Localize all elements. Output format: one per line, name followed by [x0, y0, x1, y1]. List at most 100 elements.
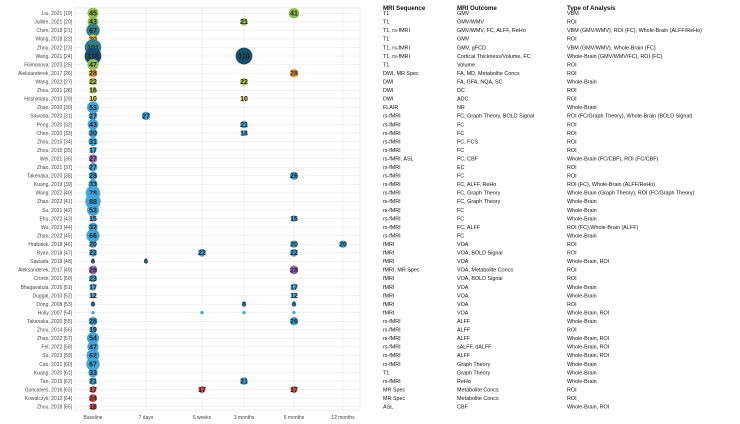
table-cell-sequence: rs-fMRI, ASL — [383, 156, 414, 162]
table-cell-analysis: Whole-Brain, ROI — [567, 345, 609, 351]
table-cell-outcome: FA, GFA, NQA, SC — [457, 80, 503, 86]
study-label: Kowalczyk, 2012 [64] — [25, 396, 73, 402]
bubble-value-label: 54 — [89, 336, 97, 343]
sample-size-bubble — [91, 310, 95, 315]
study-label: Zhao, 2021 [37] — [37, 165, 73, 171]
bubble-value-label: 28 — [89, 71, 97, 78]
table-cell-sequence: FLAIR — [383, 105, 398, 111]
bubble-value-label: 20 — [339, 242, 347, 249]
sample-size-bubble — [241, 301, 247, 307]
sample-size-bubble — [86, 357, 100, 371]
table-cell-sequence: T1 — [383, 370, 389, 376]
bubble-value-label: 26 — [290, 173, 298, 180]
table-cell-outcome: Metabolite Concs — [457, 396, 499, 402]
sample-size-bubble — [86, 228, 100, 243]
study-label: Takenaka, 2020 [55] — [27, 319, 73, 325]
study-label: Jullien, 2021 [20] — [34, 20, 72, 26]
sample-size-bubble — [89, 274, 97, 283]
study-label: Peng, 2020 [32] — [37, 122, 73, 128]
table-cell-sequence: fMRI — [383, 285, 394, 291]
sample-size-bubble — [290, 386, 298, 393]
sample-size-bubble — [290, 283, 298, 291]
sample-size-bubble — [88, 137, 98, 147]
table-cell-outcome: CBF — [457, 405, 468, 411]
bubble-value-label: 19 — [89, 327, 97, 334]
table-cell-outcome: FC, Graph Theory — [457, 199, 501, 205]
table-cell-analysis: ROI — [567, 328, 577, 334]
table-cell-outcome: ALFF — [457, 328, 471, 334]
table-cell-analysis: ROI — [567, 396, 577, 402]
table-cell-outcome: FC, ALFF, ReHo — [457, 182, 496, 188]
bubble-value-label: 10 — [240, 96, 248, 103]
bubble-value-label: 17 — [89, 284, 97, 291]
table-cell-analysis: Whole-Brain — [567, 208, 597, 214]
table-cell-outcome: EC — [457, 165, 465, 171]
table-cell-analysis: ROI — [567, 251, 577, 257]
study-label: Wang, 2021 [24] — [35, 54, 72, 60]
x-axis: Baseline 7 days 6 weeks 3 months 6 months 12 … — [83, 415, 355, 421]
table-cell-outcome: ALFF — [457, 319, 471, 325]
table-cell-analysis: Whole-Brain (Graph Theory), ROI (FC/Grap… — [567, 191, 695, 197]
table-cell-outcome: VOA — [457, 285, 469, 291]
table-cell-analysis: Whole-Brain — [567, 105, 597, 111]
study-label: Zhao, 2020 [30] — [37, 105, 73, 111]
table-cell-sequence: fMRI — [383, 259, 394, 265]
bubble-value-label: 8 — [292, 301, 296, 308]
bubble-value-label: 53 — [89, 105, 97, 112]
bubble-value-label: 15 — [89, 216, 97, 223]
bubble-value-label: 8 — [242, 301, 246, 308]
table-cell-outcome: VOA — [457, 310, 469, 316]
sample-size-bubble — [89, 240, 97, 248]
study-label: Cronin, 2021 [50] — [34, 276, 73, 282]
bubble-value-label: 30 — [89, 130, 97, 137]
sample-size-bubble — [89, 386, 97, 393]
table-cell-outcome: GMV — [457, 11, 470, 17]
table-header: Type of Analysis — [567, 5, 616, 12]
sample-size-bubble — [240, 377, 248, 385]
table-cell-outcome: FC — [457, 208, 464, 214]
study-label: Sawada, 2020 [31] — [30, 114, 72, 120]
sample-size-bubble — [87, 58, 99, 71]
table-cell-analysis: ROI — [567, 71, 577, 77]
table-cell-sequence: fMRI — [383, 310, 394, 316]
sample-size-bubble — [240, 77, 248, 86]
bubble-value-label: 22 — [89, 79, 97, 86]
table-cell-outcome: VOA — [457, 242, 469, 248]
study-label: Takenaka, 2020 [38] — [27, 174, 73, 180]
table-cell-analysis: Whole-Brain — [567, 362, 597, 368]
table-cell-analysis: ROI — [567, 387, 577, 393]
table-cell-outcome: VOA, BOLD Signal — [457, 251, 503, 257]
table-cell-analysis: ROI — [567, 139, 577, 145]
sample-size-bubble — [240, 18, 248, 26]
table-cell-outcome: sALFF, dALFF — [457, 345, 492, 351]
sample-size-bubble — [339, 240, 347, 248]
table-cell-sequence: rs-fMRI — [383, 353, 401, 359]
table-cell-outcome: ALFF — [457, 353, 471, 359]
table-cell-sequence: DWI — [383, 97, 393, 103]
bubble-value-label: 88 — [89, 199, 97, 206]
bubble-value-label: 67 — [89, 361, 97, 368]
table-cell-analysis: ROI — [567, 165, 577, 171]
details-table: MRI Sequence MRI Outcome Type of Analysis T… — [383, 5, 702, 411]
sample-size-bubble — [290, 248, 298, 257]
sample-size-bubble — [84, 47, 102, 65]
table-cell-analysis: VBM (GMV/WMV), Whole-Brain (FC) — [567, 45, 656, 51]
study-label: Ryan, 2018 [47] — [37, 251, 73, 257]
table-cell-outcome: NR — [457, 105, 465, 111]
table-cell-sequence: rs-fMRI — [383, 131, 401, 137]
table-cell-outcome: FC, FCS — [457, 139, 478, 145]
table-cell-analysis: Whole-Brain (GMV/WMV/FC), ROI (FC) — [567, 54, 662, 60]
table-cell-analysis: VBM (GMV/WMV), ROI (FC), Whole-Brain (AL… — [567, 28, 702, 34]
table-cell-outcome: FC — [457, 122, 464, 128]
table-cell-analysis: ROI — [567, 122, 577, 128]
sample-size-bubble — [88, 265, 98, 275]
table-cell-sequence: rs-fMRI — [383, 216, 401, 222]
table-cell-outcome: FC — [457, 216, 464, 222]
sample-size-bubble — [291, 292, 297, 299]
sample-size-bubble — [288, 8, 300, 19]
study-label: Zhao, 2022 [41] — [37, 199, 73, 205]
study-label: Wang, 2022 [40] — [35, 191, 72, 197]
sample-size-bubble — [88, 68, 98, 78]
table-cell-sequence: rs-fMRI — [383, 233, 401, 239]
